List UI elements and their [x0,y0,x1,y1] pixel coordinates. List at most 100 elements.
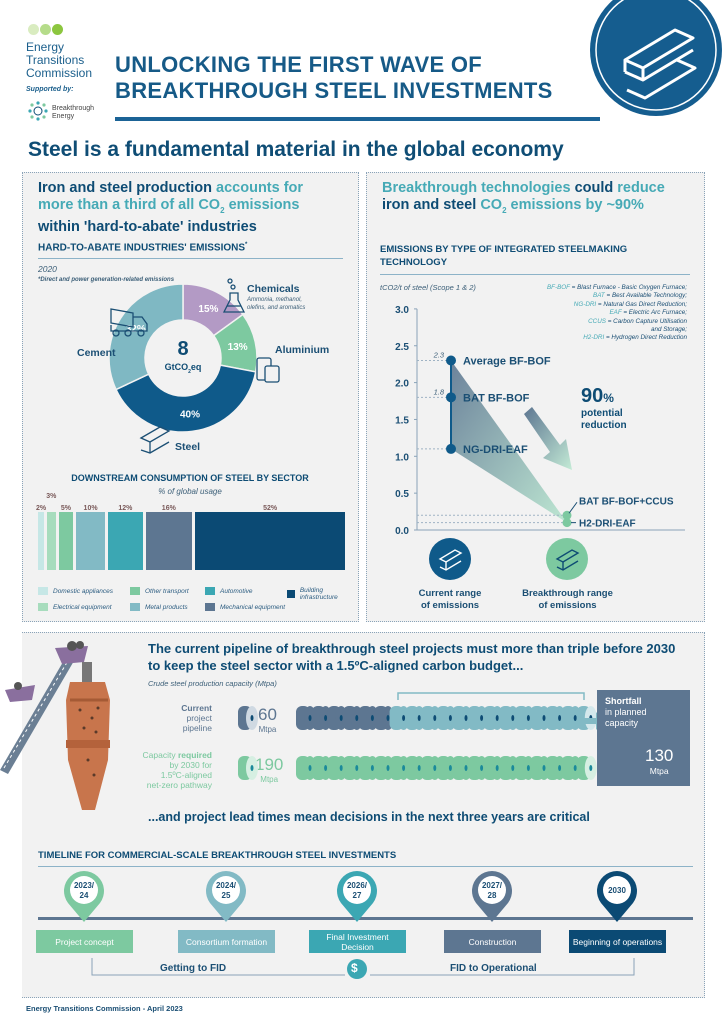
headline-sub: 2 [220,205,225,215]
current-pipeline-label: Current project pipeline [140,703,212,733]
steel-beam-icon [139,426,171,454]
label-part: Capacity [142,750,178,760]
legend-swatch [205,603,215,611]
pin-year: 24 [80,891,89,900]
headline-part: CO [480,197,503,213]
unit-text: eq [190,362,202,372]
headline-part: Iron and steel production [38,180,213,196]
shortfall-value: 130 Mtpa [645,746,673,776]
legend-label: Metal products [145,603,188,611]
pipeline-closing-text: ...and project lead times mean decisions… [148,810,590,824]
aluminium-cans-icon [256,357,280,383]
glossary-def: = Carbon Capture Utilisation [605,317,687,325]
glossary-def: = Blast Furnace - Basic Oxygen Furnace; [569,284,687,291]
bar-other-transport [58,512,74,570]
label-part: required [177,750,212,760]
headline-part: Breakthrough technologies [382,180,571,196]
main-title: UNLOCKING THE FIRST WAVE OF BREAKTHROUGH … [115,52,553,104]
bar-value-label: 16% [161,505,176,512]
headline-part: could [574,180,614,196]
value: 130 [645,746,674,765]
reduction-callout: 90% potential reduction [581,385,627,432]
chemicals-label: Chemicals [247,283,300,295]
value: 60 [258,705,277,724]
headline-part: emissions by ~90% [510,197,644,213]
title-underline [115,117,600,121]
partner-name: Breakthrough Energy [52,105,94,121]
reduction-text: reduction [581,420,627,431]
bar-building-infrastructure [194,512,346,570]
shortfall-title: Shortfall [605,696,642,706]
glossary-def: and Storage; [650,326,687,334]
shortfall-text: capacity [605,718,639,728]
cement-truck-icon [110,308,148,337]
bar-mechanical-equipment [145,512,192,570]
aluminium-label: Aluminium [275,344,330,356]
etc-logo-text: Energy Transitions Commission [26,41,92,80]
partner-name-line: Energy [52,113,75,120]
phase-fid-to-operational: FID to Operational [450,963,537,974]
required-capacity-label: Capacity required by 2030 for 1.5ºC-aligne… [122,750,212,790]
shortfall-box: Shortfall in planned capacity [597,690,690,786]
legend-label: Other transport [145,587,189,595]
breakthrough-energy-logo-icon [28,101,48,121]
legend-label: Automotive [220,587,253,595]
glossary-entry: NG-DRI = Natural Gas Direct Reduction; [520,301,687,309]
legend-swatch [130,587,140,595]
bar-value-label: 5% [60,505,71,512]
capacity-unit-note: Crude steel production capacity (Mtpa) [148,679,277,688]
glossary-def: = Natural Gas Direct Reduction; [596,300,687,308]
current-range-steel-icon [429,538,471,580]
timeline-title: TIMELINE FOR COMMERCIAL-SCALE BREAKTHROU… [38,850,693,867]
timeline-step-project-concept: Project concept [36,930,133,953]
timeline-step-consortium-formation: Consortium formation [178,930,275,953]
pipeline-headline: The current pipeline of breakthrough ste… [148,640,675,674]
location-pin-icon: 2023/24 [64,871,104,922]
timeline-axis [38,917,693,920]
current-range-label: Current range of emissions [395,588,505,612]
section-title-text: HARD-TO-ABATE INDUSTRIES' EMISSIONS [38,242,246,254]
year-label: 2020 [38,264,57,274]
legend-item: Metal products [130,603,188,611]
donut-center-unit: GtCO2eq [150,362,216,375]
label-line: 1.5ºC-aligned [160,770,212,780]
pin-year: 27 [353,891,362,900]
headline-part: accounts for [216,180,304,196]
headline-part: iron and steel [382,197,477,213]
headline-sub: 2 [502,205,507,215]
glossary-abbr: EAF [609,309,622,317]
glossary-abbr: CCUS [588,317,606,325]
right-panel [366,172,705,622]
blast-furnace-illustration-icon [0,641,110,810]
timeline-step-construction: Construction [444,930,541,953]
left-headline: Iron and steel production accounts for mo… [38,180,348,236]
glossary-abbr: H2-DRI [583,334,605,342]
pin-year: 2027/ [482,881,503,890]
label-line: project [186,713,212,723]
glossary-def: = Best Available Technology; [604,292,687,300]
bar-value-label: 10% [83,505,98,512]
breakthrough-range-steel-icon [546,538,588,580]
bar-metal-products [76,512,105,570]
org-name-line: Transitions [26,53,85,67]
section-title-line: EMISSIONS BY TYPE OF INTEGRATED STEELMAK… [380,244,628,255]
current-value: 60 Mtpa [258,705,277,734]
headline-part: more than a third of all CO [38,197,221,213]
glossary-entry: CCUS = Carbon Capture Utilisation [520,318,687,326]
emissions-section-title: HARD-TO-ABATE INDUSTRIES' EMISSIONS* [38,242,343,260]
headline-line: The current pipeline of breakthrough ste… [148,641,676,656]
bar-chart-title: DOWNSTREAM CONSUMPTION OF STEEL BY SECTO… [71,473,309,483]
glossary-abbr: NG-DRI [573,300,597,308]
pin-year: 2023/ [74,881,95,890]
label-line: of emissions [538,600,597,611]
unit: Mtpa [260,775,279,784]
dollar-icon-glyph: $ [351,961,358,975]
glossary-def: = Hydrogen Direct Reduction [604,334,687,342]
reduction-pct: % [603,391,614,405]
sublabel-line: olefins, and aromatics [247,305,306,311]
title-line: BREAKTHROUGH STEEL INVESTMENTS [115,78,553,103]
glossary-entry: H2-DRI = Hydrogen Direct Reduction [520,334,687,342]
glossary-abbr: BAT [593,292,605,300]
y-axis-label: tCO2/t of steel (Scope 1 & 2) [380,283,476,292]
flask-icon [222,278,246,313]
